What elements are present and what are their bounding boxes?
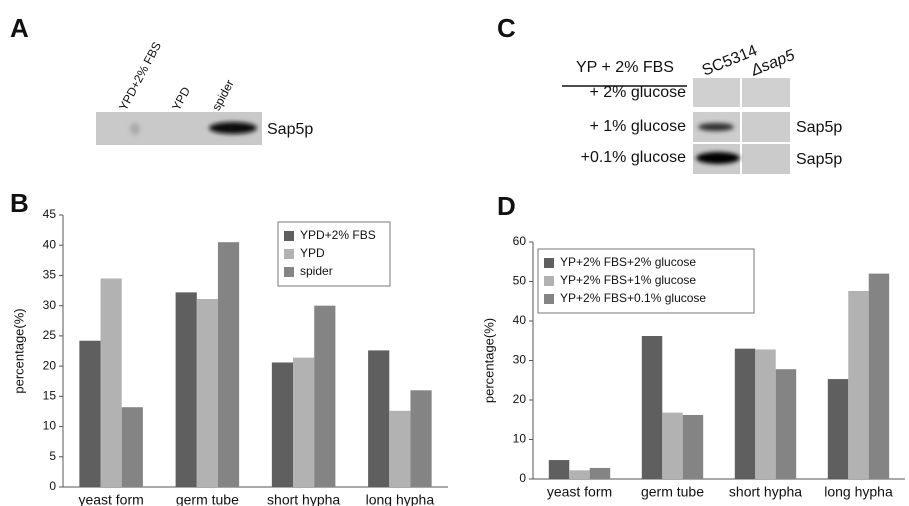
- band: [696, 152, 740, 164]
- panel-letter: B: [10, 188, 29, 218]
- x-tick-label: long hypha: [824, 484, 893, 500]
- legend-label: YP+2% FBS+2% glucose: [560, 255, 696, 269]
- bar: [217, 242, 240, 487]
- x-tick-label: short hypha: [729, 484, 802, 500]
- column-label: SC5314: [700, 42, 760, 79]
- y-tick-label: 10: [43, 419, 57, 433]
- legend-swatch: [284, 249, 294, 259]
- band: [698, 123, 734, 131]
- bar: [293, 357, 315, 487]
- y-tick-label: 60: [513, 234, 527, 248]
- bar: [79, 340, 101, 487]
- legend-label: YPD: [300, 246, 325, 260]
- legend-swatch: [544, 276, 554, 286]
- bar: [734, 348, 756, 479]
- y-tick-label: 40: [513, 313, 527, 327]
- y-tick-label: 50: [513, 274, 527, 288]
- bar: [368, 350, 390, 487]
- row-label: +0.1% glucose: [581, 149, 687, 166]
- bar: [848, 290, 869, 479]
- bar: [389, 410, 411, 487]
- legend-swatch: [544, 294, 554, 304]
- bar: [755, 349, 776, 479]
- blot-header: YP + 2% FBS: [576, 59, 674, 76]
- y-axis-label: percentage(%): [481, 318, 496, 403]
- y-tick-label: 0: [49, 479, 56, 493]
- x-tick-label: yeast form: [78, 492, 143, 506]
- bar: [410, 390, 432, 487]
- bar: [641, 336, 663, 479]
- x-tick-label: germ tube: [641, 484, 704, 500]
- y-tick-label: 0: [519, 471, 526, 485]
- band-label: Sap5p: [796, 151, 842, 168]
- band: [209, 122, 257, 134]
- band-label: Sap5p: [267, 121, 313, 138]
- bar: [271, 362, 294, 487]
- y-tick-label: 20: [43, 358, 57, 372]
- legend-swatch: [284, 231, 294, 241]
- bar: [569, 470, 590, 479]
- legend-label: YPD+2% FBS: [300, 228, 376, 242]
- bar: [662, 412, 683, 479]
- y-tick-label: 5: [49, 449, 56, 463]
- y-axis-label: percentage(%): [11, 308, 26, 393]
- y-tick-label: 40: [43, 237, 57, 251]
- bar: [100, 278, 122, 487]
- band: [130, 123, 140, 135]
- bar: [314, 305, 336, 487]
- y-tick-label: 10: [513, 432, 527, 446]
- panel-letter: D: [497, 191, 516, 221]
- x-tick-label: short hypha: [267, 492, 340, 506]
- band-label: Sap5p: [796, 119, 842, 136]
- lane-label: YPD: [169, 84, 193, 113]
- legend-label: spider: [300, 264, 333, 278]
- y-tick-label: 45: [43, 207, 57, 221]
- lane-label: spider: [209, 77, 237, 112]
- row-label: + 1% glucose: [589, 118, 686, 135]
- bar: [121, 407, 143, 487]
- y-tick-label: 30: [43, 298, 57, 312]
- bar: [868, 273, 890, 479]
- y-tick-label: 20: [513, 392, 527, 406]
- legend-swatch: [544, 258, 554, 268]
- bar: [589, 467, 611, 479]
- bar: [775, 369, 797, 479]
- y-tick-label: 30: [513, 353, 527, 367]
- bar: [196, 299, 218, 487]
- y-tick-label: 35: [43, 268, 57, 282]
- legend-box: [277, 221, 391, 287]
- y-tick-label: 15: [43, 389, 57, 403]
- panel-letter: A: [10, 13, 29, 43]
- blot: [742, 112, 790, 142]
- x-tick-label: germ tube: [176, 492, 239, 506]
- panel-letter: C: [497, 13, 516, 43]
- blot: [742, 144, 790, 174]
- y-tick-label: 25: [43, 328, 57, 342]
- blot: [742, 78, 790, 107]
- bar: [682, 415, 704, 479]
- bar: [827, 379, 849, 479]
- blot: [693, 78, 740, 107]
- legend-box: [537, 248, 755, 314]
- row-label: + 2% glucose: [589, 84, 686, 101]
- x-tick-label: yeast form: [547, 484, 612, 500]
- lane-label: YPD+2% FBS: [116, 39, 164, 112]
- legend-label: YP+2% FBS+1% glucose: [560, 273, 696, 287]
- bar: [548, 460, 570, 479]
- legend-swatch: [284, 267, 294, 277]
- legend-label: YP+2% FBS+0.1% glucose: [560, 291, 706, 305]
- x-tick-label: long hypha: [366, 492, 435, 506]
- bar: [175, 292, 197, 487]
